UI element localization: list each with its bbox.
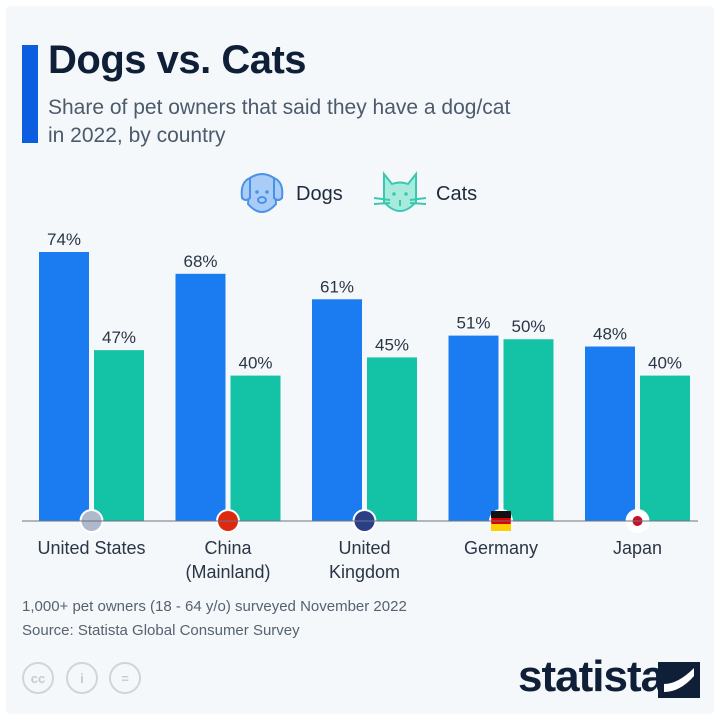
chart-subtitle: Share of pet owners that said they have … bbox=[48, 96, 511, 147]
legend-item-cats: Cats bbox=[372, 168, 477, 220]
category-label: Japan bbox=[613, 538, 662, 558]
legend-label-dogs: Dogs bbox=[296, 182, 343, 205]
data-label: 74% bbox=[47, 230, 81, 249]
no-derivatives-icon: = bbox=[109, 662, 141, 694]
statista-logo-mark bbox=[658, 662, 700, 698]
data-label: 48% bbox=[593, 325, 627, 344]
bar-dogs bbox=[585, 346, 635, 521]
chart-title: Dogs vs. Cats bbox=[48, 38, 307, 82]
data-label: 50% bbox=[511, 317, 545, 336]
category-label: Germany bbox=[464, 538, 538, 558]
source: Source: Statista Global Consumer Survey bbox=[22, 622, 300, 639]
bar-dogs bbox=[312, 299, 362, 521]
attribution-icon: i bbox=[66, 662, 98, 694]
bar-chart: 74% 47% United States 68% 40% China (Mainland)… bbox=[22, 230, 698, 582]
data-label: 40% bbox=[648, 354, 682, 373]
bar-dogs bbox=[448, 335, 499, 521]
bar-cats bbox=[640, 375, 690, 521]
data-label: 40% bbox=[238, 354, 272, 373]
data-label: 47% bbox=[102, 328, 136, 347]
statista-logo: statista bbox=[518, 652, 665, 701]
cc-icon: cc bbox=[22, 662, 54, 694]
flag-stripe bbox=[491, 524, 511, 531]
bar-dogs bbox=[39, 252, 89, 521]
data-label: 61% bbox=[320, 277, 354, 296]
category-label: (Mainland) bbox=[185, 562, 270, 582]
category-label: China bbox=[204, 538, 252, 558]
legend-label-cats: Cats bbox=[436, 182, 478, 205]
bar-cats bbox=[94, 350, 144, 521]
dog-icon bbox=[240, 173, 284, 213]
bar-dogs bbox=[175, 273, 226, 521]
cat-icon bbox=[373, 171, 427, 212]
footnote: 1,000+ pet owners (18 - 64 y/o) surveyed… bbox=[22, 598, 407, 615]
title-accent-bar bbox=[22, 45, 38, 143]
category-label: United States bbox=[37, 538, 145, 558]
category-label: United bbox=[338, 538, 390, 558]
legend: Dogs Cats bbox=[0, 168, 720, 220]
category-label: Kingdom bbox=[329, 562, 400, 582]
bar-cats bbox=[503, 339, 554, 521]
data-label: 51% bbox=[456, 314, 490, 333]
bar-cats bbox=[367, 357, 417, 521]
flag-stripe bbox=[491, 511, 511, 518]
data-label: 68% bbox=[183, 252, 217, 271]
data-label: 45% bbox=[375, 335, 409, 354]
bar-cats bbox=[230, 375, 281, 521]
legend-item-dogs: Dogs bbox=[236, 168, 343, 220]
